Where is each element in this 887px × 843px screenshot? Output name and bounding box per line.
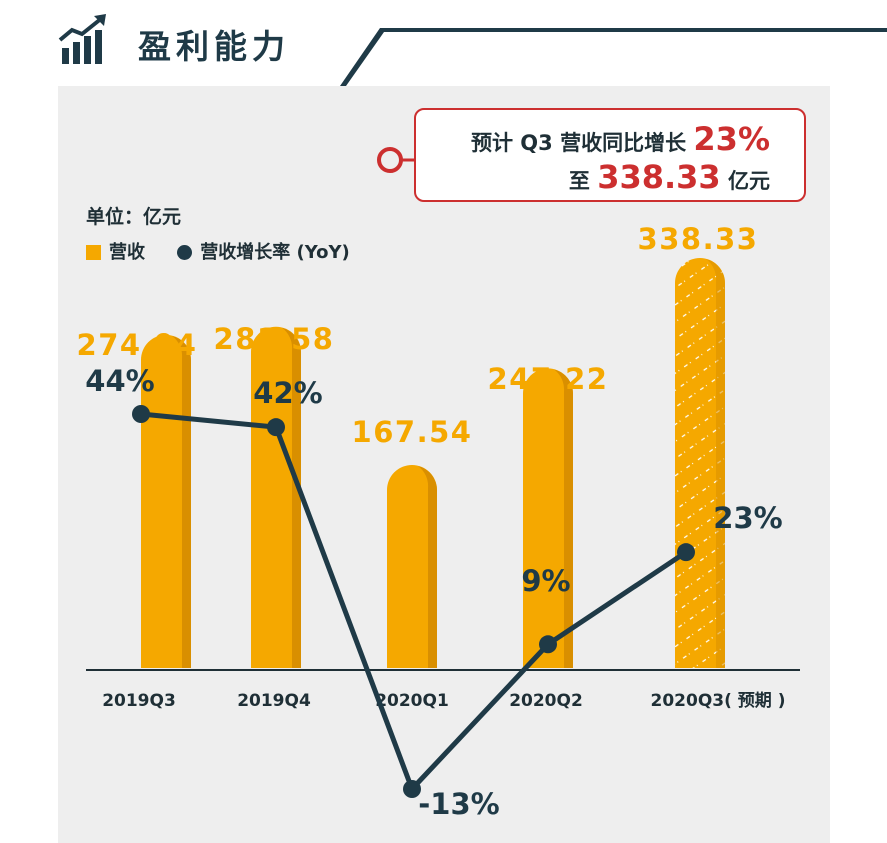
growth-rate-label: -13% — [418, 787, 499, 821]
callout-growth-text: 预计 Q3 营收同比增长 — [471, 131, 694, 155]
growth-rate-label: 44% — [85, 364, 154, 398]
header-band — [58, 0, 887, 86]
revenue-bar-shade — [554, 369, 573, 668]
page-title: 盈利能力 — [138, 27, 290, 66]
callout-line-1: 预计 Q3 营收同比增长 23% — [471, 120, 770, 158]
location-pin-icon — [377, 147, 416, 173]
x-tick-label: 2020Q3( 预期 ) — [651, 691, 786, 711]
legend-bar-label: 营收 — [109, 242, 145, 263]
revenue-value-label: 167.54 — [352, 415, 473, 449]
callout-revenue-value: 338.33 — [597, 158, 721, 196]
revenue-value-label: 338.33 — [638, 222, 759, 256]
legend: 营收 营收增长率 (YoY) — [86, 238, 350, 264]
revenue-value-label: 247.22 — [488, 362, 609, 396]
legend-line-swatch — [177, 245, 193, 260]
growth-rate-point — [132, 405, 150, 423]
growth-chart-icon — [58, 14, 106, 64]
callout-line-2: 至 338.33 亿元 — [569, 158, 770, 196]
x-tick-label: 2019Q4 — [237, 691, 311, 711]
growth-rate-point — [267, 418, 285, 437]
revenue-value-label: 274.94 — [77, 328, 198, 362]
x-tick-label: 2019Q3 — [102, 691, 176, 711]
growth-rate-point — [403, 780, 421, 798]
revenue-bar-shade — [418, 465, 437, 668]
callout-growth-value: 23% — [693, 120, 770, 158]
revenue-bar — [251, 326, 301, 668]
forecast-callout: 预计 Q3 营收同比增长 23% 至 338.33 亿元 — [414, 108, 806, 202]
growth-rate-label: 23% — [713, 501, 782, 535]
growth-rate-point — [539, 635, 557, 654]
legend-line-label: 营收增长率 (YoY) — [200, 242, 350, 263]
callout-to-text: 至 — [568, 169, 598, 193]
callout-unit-text: 亿元 — [720, 169, 770, 193]
legend-bar-swatch — [86, 245, 101, 260]
revenue-bar — [675, 258, 725, 668]
x-tick-label: 2020Q1 — [375, 691, 449, 711]
revenue-bar — [387, 464, 437, 668]
revenue-bar — [523, 368, 573, 668]
revenue-bar-shade — [282, 327, 301, 668]
unit-label: 单位：亿元 — [86, 206, 182, 228]
growth-rate-point — [677, 543, 695, 562]
x-tick-label: 2020Q2 — [509, 691, 583, 711]
revenue-bar-shade — [706, 259, 725, 668]
growth-rate-label: 42% — [253, 376, 322, 410]
growth-rate-label: 9% — [521, 564, 570, 598]
revenue-value-label: 281.58 — [214, 322, 335, 356]
